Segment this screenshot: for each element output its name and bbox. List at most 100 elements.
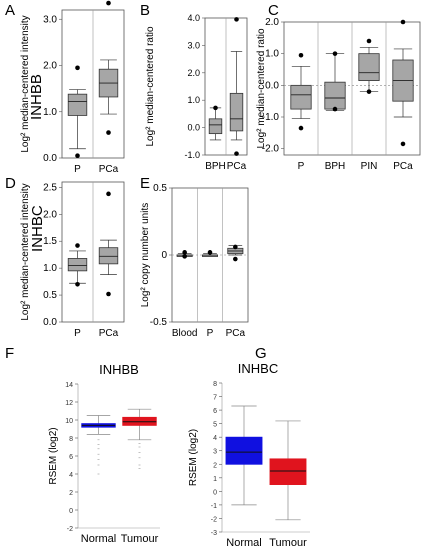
y-tick-label: 14 [65, 382, 73, 389]
y-tick-label: -1.0 [184, 150, 200, 160]
y-tick-label: 0 [69, 508, 73, 515]
y-tick-label: 4 [213, 435, 217, 442]
y-tick-label: 0.5 [43, 290, 57, 301]
x-tick-label: PIN [361, 161, 378, 172]
y-tick-label: 2.0 [43, 61, 57, 72]
y-axis-label: Log² median-centered ratio [256, 28, 267, 149]
x-tick-label: PCa [226, 328, 246, 339]
panel-letter-b: B [140, 2, 150, 19]
outlier-point [366, 38, 372, 44]
box-pca [392, 19, 414, 147]
y-tick-label: -2 [211, 516, 217, 523]
panel-letter-e: E [140, 175, 150, 192]
panel-g: G -3 -2 -1 0 1 2 3 4 5 6 7 8 RSEM (log2) INHBC Normal Tu… [188, 345, 310, 549]
outlier-point [233, 244, 238, 250]
y-tick-label: -2.0 [262, 144, 280, 155]
outlier-point [213, 105, 218, 111]
box-pca [229, 17, 244, 156]
y-tick-label: 8 [69, 436, 73, 443]
x-tick-label: PCa [393, 161, 413, 172]
y-tick-label: 7 [213, 395, 217, 402]
outlier-point [182, 254, 187, 259]
outlier-point [234, 151, 239, 156]
y-tick-label: 2.5 [43, 182, 57, 193]
box-iqr [208, 118, 223, 135]
outlier-point [233, 256, 238, 262]
y-tick-label: 10 [65, 418, 73, 425]
y-axis-label: RSEM (log2) [48, 427, 59, 484]
panel-d: D 0.0 0.5 1.0 1.5 2.0 2.5 Log² median-centered … [5, 175, 125, 339]
y-tick-label: 3 [213, 449, 217, 456]
y-tick-label: 0.0 [43, 153, 57, 164]
y-tick-label: 1.0 [43, 263, 57, 274]
row-label-inhbb: INHBB [28, 74, 45, 120]
box-iqr [229, 92, 244, 132]
y-tick-label: 2 [69, 490, 73, 497]
box-iqr [67, 258, 88, 272]
x-tick-label: P [207, 328, 214, 339]
outlier-point [75, 153, 80, 158]
panel-a: A 0.0 1.0 2.0 3.0 Log² median-centered intens… [5, 0, 125, 175]
x-tick-label: BPH [205, 161, 226, 172]
y-tick-label: -0.5 [150, 317, 168, 328]
chart-title: INHBC [238, 361, 278, 376]
x-tick-label: Normal [226, 537, 261, 549]
outlier-point [332, 106, 338, 112]
y-tick-label: 0.5 [153, 183, 167, 194]
panel-letter-g: G [255, 345, 267, 362]
box-p [201, 250, 218, 257]
y-tick-label: 2.0 [43, 209, 57, 220]
outlier-point [106, 291, 111, 297]
y-axis-label: Log² median-centered intensity [20, 183, 31, 320]
panel-letter-f: F [5, 345, 14, 362]
x-tick-label: Tumour [121, 533, 159, 545]
box-p [67, 65, 88, 158]
outlier-point [234, 17, 239, 22]
x-tick-label: PCa [227, 161, 247, 172]
box-pca [98, 191, 119, 297]
outlier-point [106, 0, 111, 6]
outlier-point [400, 141, 406, 147]
outlier-point [298, 125, 304, 131]
box-iqr [225, 436, 263, 465]
y-axis-label: RSEM (log2) [188, 429, 199, 486]
box-tumour [122, 408, 157, 469]
x-tick-label: P [74, 164, 81, 175]
y-tick-label: 8 [213, 381, 217, 388]
box-p [290, 52, 312, 131]
x-tick-label: Blood [172, 328, 198, 339]
box-iqr [67, 93, 88, 116]
panel-letter-d: D [5, 175, 16, 192]
outlier-point [366, 89, 372, 94]
panel-letter-a: A [5, 2, 15, 19]
y-tick-label: 0.0 [187, 123, 200, 133]
x-tick-label: Normal [81, 533, 116, 545]
outlier-point [298, 52, 304, 58]
panel-b: B -1.0 0.0 1.0 2.0 3.0 4.0 Log² median-centered… [140, 2, 248, 172]
box-blood [176, 250, 193, 259]
y-tick-label: -3 [211, 530, 217, 537]
panel-f: F -2 0 2 4 6 8 10 12 14 RSEM (log2) INHBB Normal Tumo… [5, 345, 160, 545]
y-axis-label: Log² median-centered ratio [145, 26, 156, 147]
y-tick-label: 2 [213, 462, 217, 469]
y-tick-label: 4.0 [187, 13, 200, 23]
box-pin [358, 38, 380, 94]
y-tick-label: 5 [213, 422, 217, 429]
panel-letter-c: C [268, 2, 279, 19]
y-tick-label: 12 [65, 400, 73, 407]
box-pca [98, 0, 119, 135]
outlier-point [207, 250, 213, 255]
x-tick-label: PCa [99, 328, 119, 339]
box-iqr [290, 84, 312, 110]
y-tick-label: 0 [161, 250, 167, 261]
y-tick-label: 4 [69, 472, 73, 479]
y-tick-label: -2 [67, 526, 73, 533]
y-tick-label: 1.0 [265, 49, 279, 60]
x-tick-label: P [298, 161, 305, 172]
outlier-point [106, 130, 111, 135]
y-axis-label: Log² median-centered intensity [20, 15, 31, 152]
y-tick-label: 0.0 [265, 80, 279, 91]
x-tick-label: Tumour [269, 537, 307, 549]
